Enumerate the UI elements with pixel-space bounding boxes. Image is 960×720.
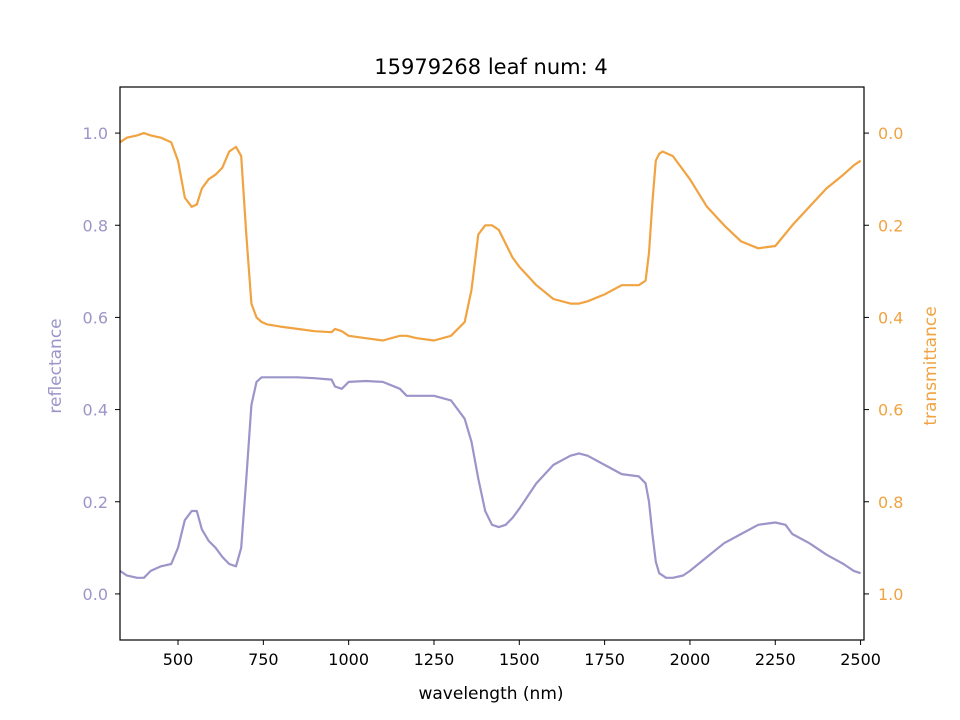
x-tick-label: 2000 <box>670 650 711 669</box>
y-left-tick-label: 0.6 <box>83 308 108 327</box>
y-axis-right: 0.0 0.2 0.4 0.6 0.8 1.0 <box>864 124 903 604</box>
y-left-tick-label: 0.4 <box>83 401 108 420</box>
x-tick-label: 1500 <box>499 650 540 669</box>
y-axis-label-left: reflectance <box>46 318 66 413</box>
x-tick-label: 2250 <box>755 650 796 669</box>
x-axis: 500 750 1000 1250 1500 1750 2000 2250 2500 <box>163 640 881 669</box>
plot-lines <box>119 132 862 579</box>
y-right-tick-label: 0.8 <box>878 493 903 512</box>
chart-title: 15979268 leaf num: 4 <box>374 55 607 79</box>
y-right-tick-label: 0.0 <box>878 124 903 143</box>
x-tick-label: 1750 <box>584 650 625 669</box>
y-axis-label-right: transmittance <box>921 306 941 425</box>
y-right-tick-label: 0.4 <box>878 308 903 327</box>
x-tick-label: 500 <box>163 650 194 669</box>
reflectance-line <box>119 376 861 579</box>
x-tick-label: 1250 <box>414 650 455 669</box>
plot-frame <box>119 86 865 641</box>
y-left-tick-label: 1.0 <box>83 124 108 143</box>
y-left-tick-label: 0.0 <box>83 585 108 604</box>
x-axis-label: wavelength (nm) <box>418 684 563 704</box>
y-left-tick-label: 0.8 <box>83 216 108 235</box>
transmittance-line <box>119 132 862 342</box>
y-right-tick-label: 0.6 <box>878 401 903 420</box>
x-tick-label: 2500 <box>840 650 881 669</box>
x-tick-label: 750 <box>248 650 279 669</box>
y-right-tick-label: 0.2 <box>878 216 903 235</box>
y-axis-left: 0.0 0.2 0.4 0.6 0.8 1.0 <box>83 124 120 604</box>
y-right-tick-label: 1.0 <box>878 585 903 604</box>
x-tick-label: 1000 <box>328 650 369 669</box>
y-left-tick-label: 0.2 <box>83 493 108 512</box>
